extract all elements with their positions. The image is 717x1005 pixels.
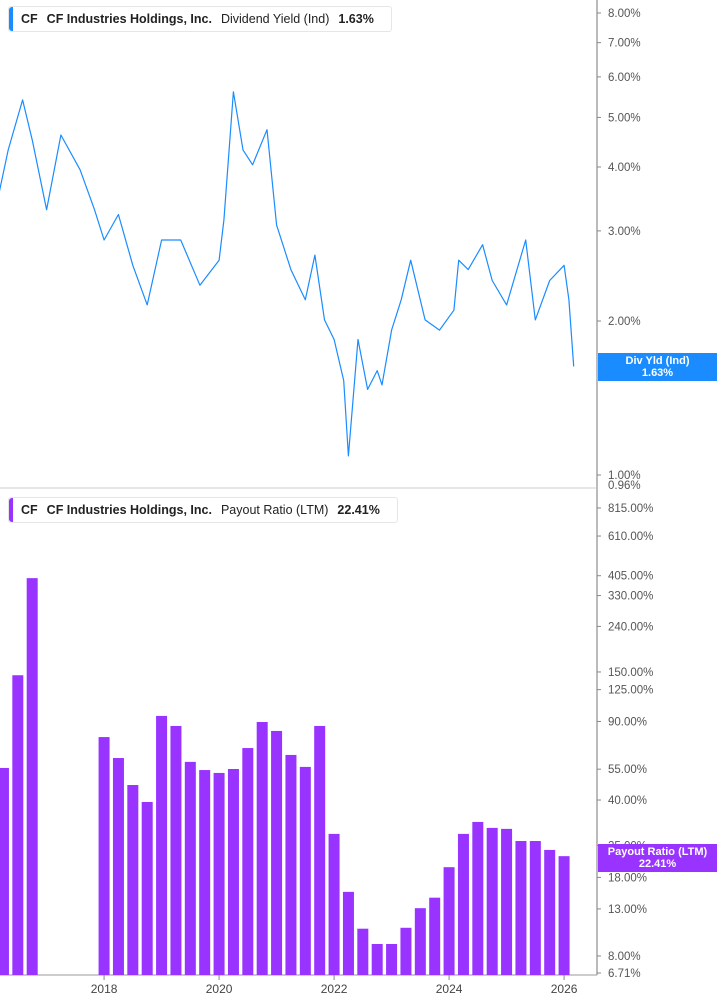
yield-tick-label: 2.00% xyxy=(608,316,641,328)
legend-color-swatch xyxy=(9,7,13,31)
payout-ratio-bar xyxy=(314,725,326,975)
payout-tick-label: 90.00% xyxy=(608,716,647,728)
payout-tick-label: 6.71% xyxy=(608,968,641,980)
dividend-yield-line xyxy=(0,91,575,457)
legend-value: 1.63% xyxy=(338,12,374,26)
payout-ratio-bar xyxy=(227,768,239,975)
legend-ticker: CF xyxy=(21,503,38,517)
dividend-yield-legend: CF CF Industries Holdings, Inc. Dividend… xyxy=(8,6,392,32)
x-tick-label: 2018 xyxy=(91,982,118,996)
payout-ratio-bar xyxy=(472,821,484,975)
payout-ratio-bar xyxy=(443,867,455,975)
legend-ticker: CF xyxy=(21,12,38,26)
payout-tick-label: 55.00% xyxy=(608,764,647,776)
payout-ratio-bar xyxy=(156,715,168,975)
legend-company: CF Industries Holdings, Inc. xyxy=(46,503,212,517)
payout-ratio-bar xyxy=(170,725,182,975)
payout-ratio-bar xyxy=(501,828,513,975)
payout-ratio-bar xyxy=(141,801,153,975)
yield-tick-label: 3.00% xyxy=(608,226,641,238)
payout-ratio-bar xyxy=(98,737,110,975)
payout-ratio-bar xyxy=(242,748,254,975)
legend-metric: Payout Ratio (LTM) xyxy=(220,503,329,517)
x-tick-label: 2024 xyxy=(436,982,463,996)
yield-min-label: 0.96% xyxy=(608,480,641,492)
payout-ratio-bar xyxy=(429,897,441,975)
badge-value: 1.63% xyxy=(641,367,674,379)
x-tick-label: 2020 xyxy=(206,982,233,996)
payout-ratio-bar xyxy=(328,833,340,975)
payout-ratio-bar xyxy=(544,849,556,975)
payout-tick-label: 13.00% xyxy=(608,904,647,916)
dividend-yield-badge: Div Yld (Ind) 1.63% xyxy=(598,353,717,381)
payout-ratio-bar xyxy=(256,721,268,975)
payout-ratio-bar xyxy=(457,833,469,975)
payout-tick-label: 330.00% xyxy=(608,591,653,603)
payout-tick-label: 8.00% xyxy=(608,951,641,963)
payout-ratio-bar xyxy=(12,675,24,975)
yield-tick-label: 1.00% xyxy=(608,470,641,482)
x-tick-label: 2026 xyxy=(551,982,578,996)
payout-ratio-badge: Payout Ratio (LTM) 22.41% xyxy=(598,844,717,872)
payout-tick-label: 610.00% xyxy=(608,531,653,543)
payout-ratio-bar xyxy=(285,754,297,975)
payout-tick-label: 815.00% xyxy=(608,503,653,515)
payout-tick-label: 125.00% xyxy=(608,685,653,697)
yield-tick-label: 6.00% xyxy=(608,72,641,84)
yield-tick-label: 5.00% xyxy=(608,112,641,124)
payout-ratio-bar xyxy=(371,944,383,975)
payout-ratio-bar xyxy=(529,841,541,975)
payout-ratio-bar xyxy=(342,891,354,975)
payout-ratio-bar xyxy=(414,908,426,975)
payout-ratio-bar xyxy=(486,827,498,975)
payout-tick-label: 405.00% xyxy=(608,571,653,583)
badge-label: Payout Ratio (LTM) xyxy=(607,846,708,858)
badge-label: Div Yld (Ind) xyxy=(625,355,690,367)
legend-company: CF Industries Holdings, Inc. xyxy=(46,12,212,26)
payout-ratio-bar xyxy=(558,856,570,975)
payout-ratio-legend: CF CF Industries Holdings, Inc. Payout R… xyxy=(8,497,398,523)
payout-ratio-bar xyxy=(299,766,311,975)
payout-tick-label: 240.00% xyxy=(608,621,653,633)
payout-ratio-bar xyxy=(386,944,398,975)
payout-tick-label: 150.00% xyxy=(608,667,653,679)
legend-color-swatch xyxy=(9,498,13,522)
yield-tick-label: 8.00% xyxy=(608,8,641,20)
payout-ratio-bar xyxy=(0,767,9,975)
payout-ratio-bar xyxy=(213,772,225,975)
payout-ratio-bar xyxy=(400,927,412,975)
payout-ratio-bar xyxy=(199,770,211,975)
badge-value: 22.41% xyxy=(638,858,677,870)
yield-tick-label: 4.00% xyxy=(608,162,641,174)
payout-ratio-bar xyxy=(184,761,196,975)
payout-ratio-bar xyxy=(515,841,527,975)
payout-ratio-bar xyxy=(26,578,38,975)
legend-value: 22.41% xyxy=(337,503,380,517)
payout-ratio-bar xyxy=(357,928,369,975)
x-tick-label: 2022 xyxy=(321,982,348,996)
yield-tick-label: 7.00% xyxy=(608,38,641,50)
payout-tick-label: 40.00% xyxy=(608,795,647,807)
payout-tick-label: 18.00% xyxy=(608,872,647,884)
payout-ratio-bar xyxy=(127,785,139,975)
payout-ratio-bar xyxy=(271,730,283,975)
legend-metric: Dividend Yield (Ind) xyxy=(220,12,330,26)
payout-ratio-bar xyxy=(112,758,124,975)
